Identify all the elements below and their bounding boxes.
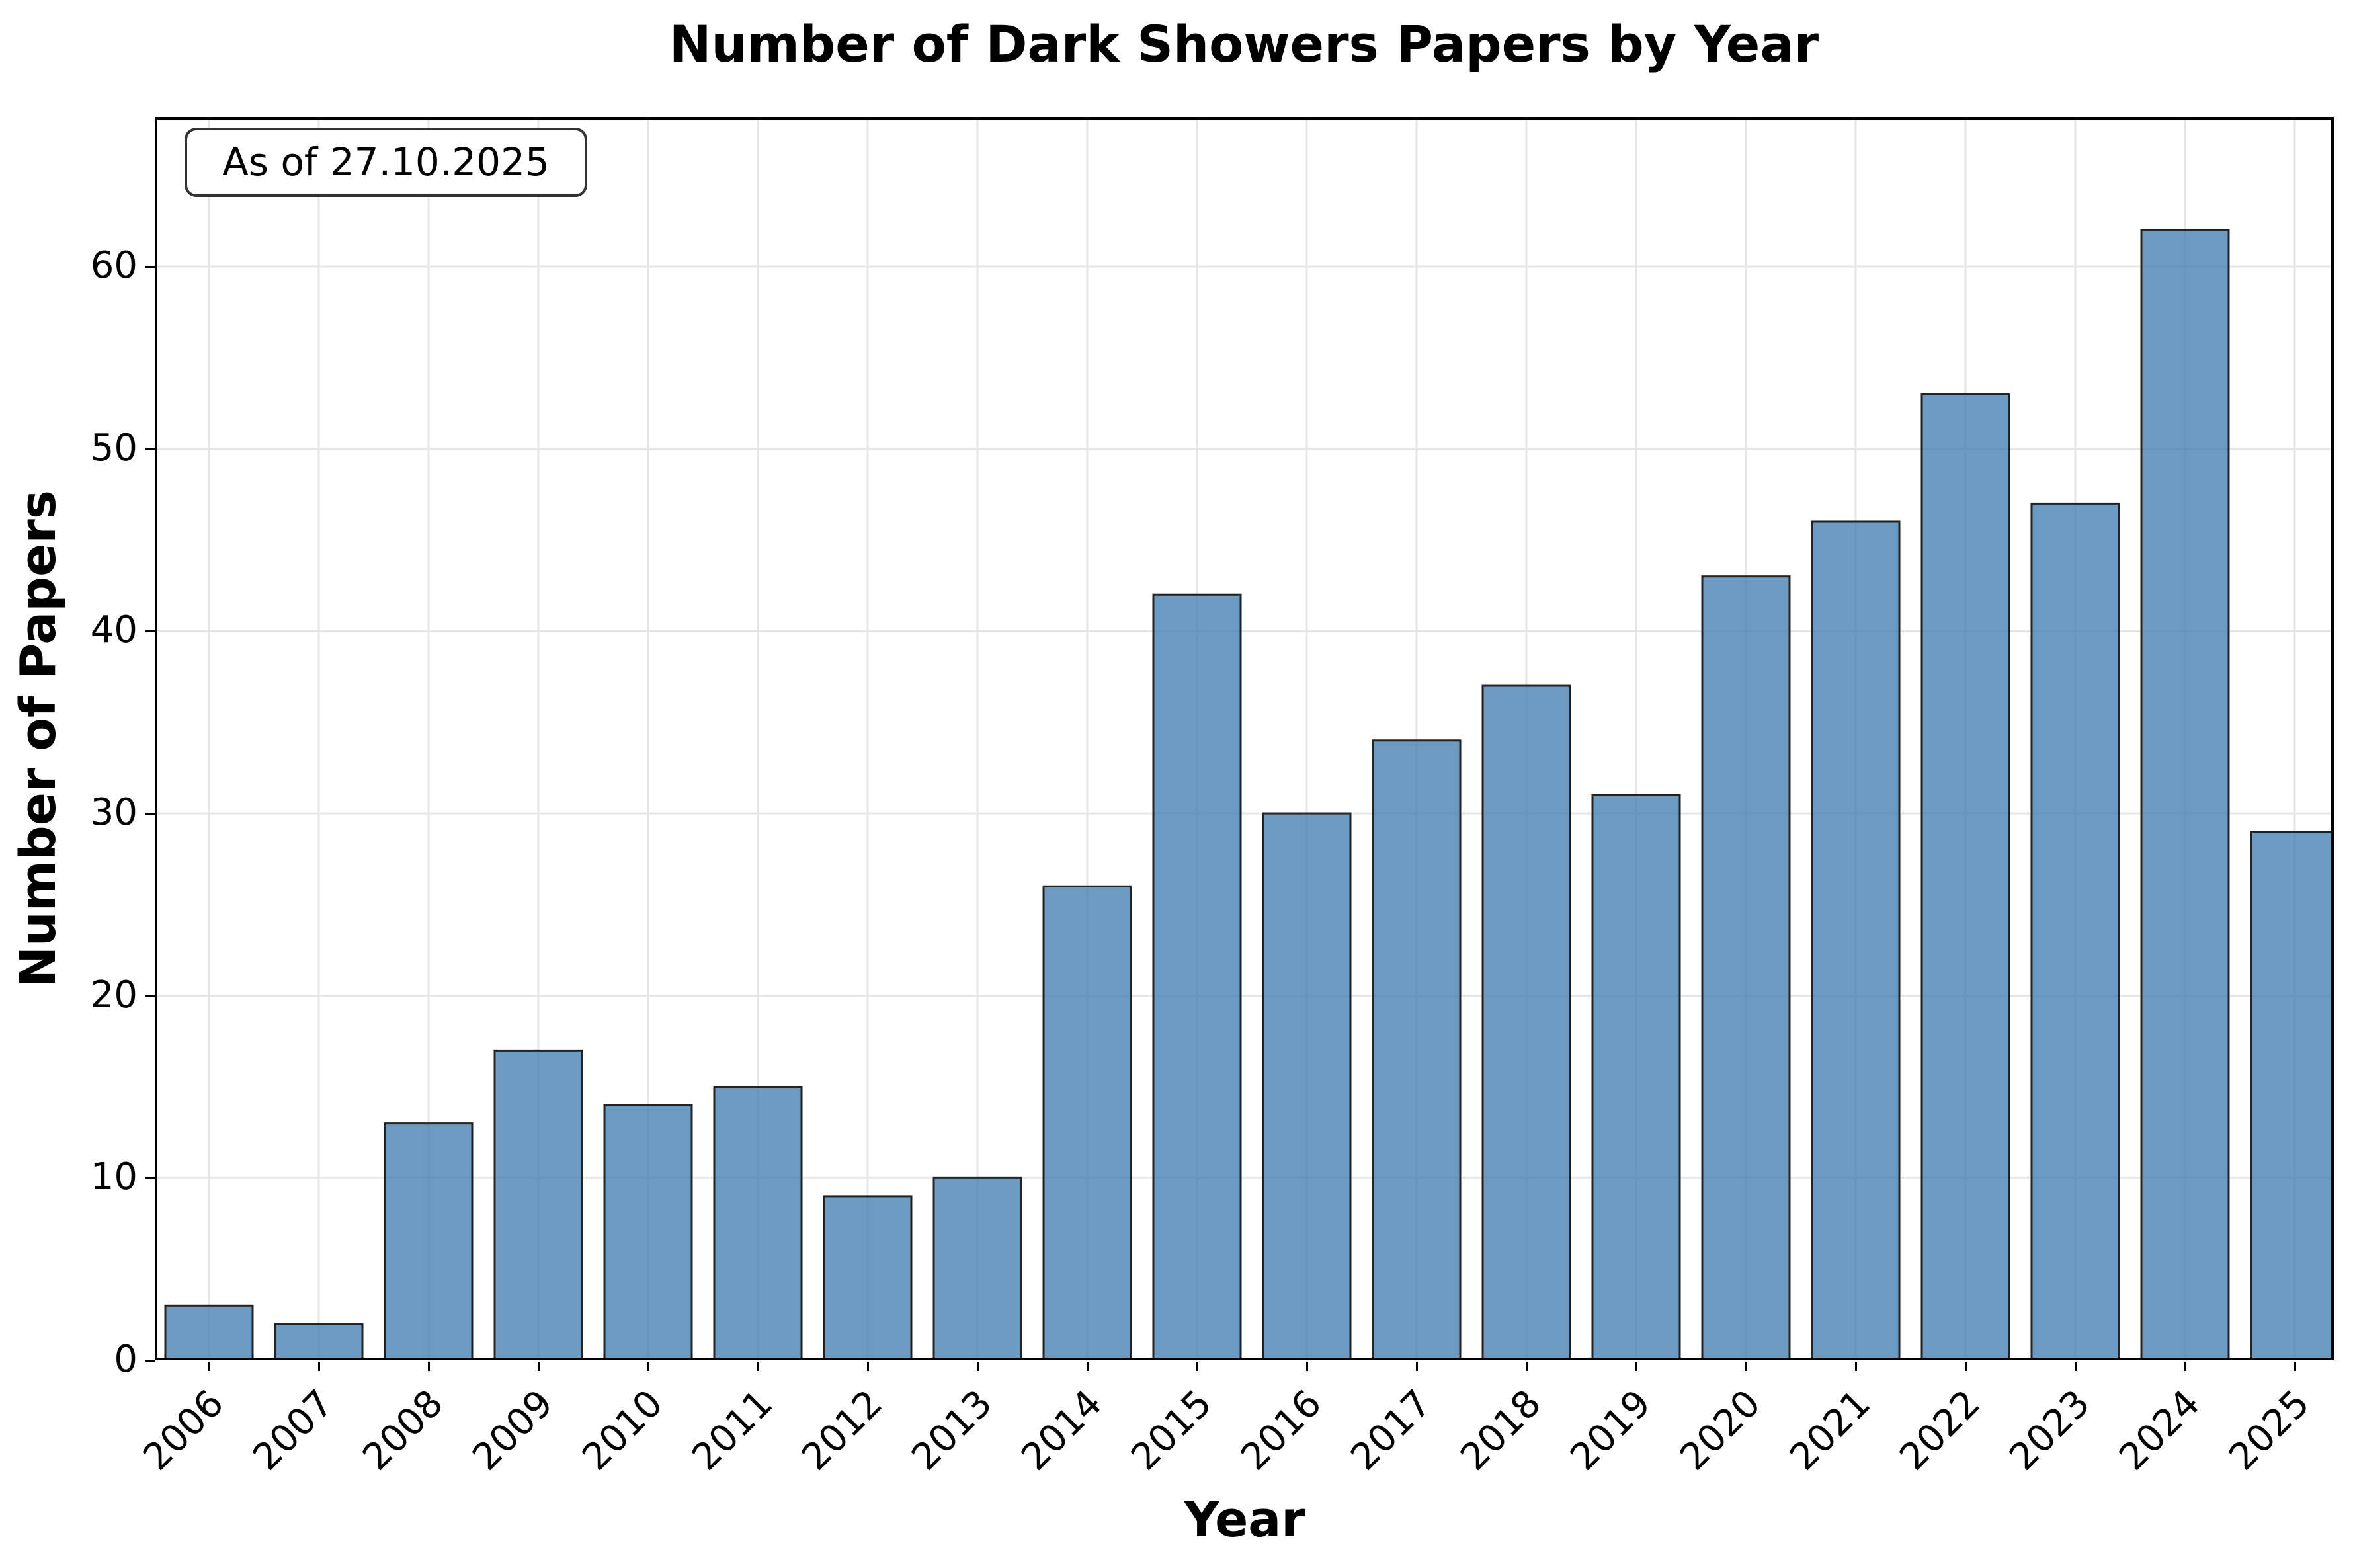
bar-2019 (1591, 794, 1681, 1358)
y-tick-label: 50 (90, 426, 138, 470)
x-tick-mark (2293, 1362, 2296, 1371)
bar-2012 (823, 1195, 913, 1358)
x-tick-mark (1964, 1362, 1967, 1371)
plot-area (155, 117, 2334, 1360)
y-tick-label: 10 (90, 1155, 138, 1199)
x-tick-mark (647, 1362, 649, 1371)
x-tick-mark (1745, 1362, 1747, 1371)
bar-2011 (713, 1086, 803, 1358)
x-tick-mark (537, 1362, 540, 1371)
x-tick-label: 2022 (1891, 1382, 1989, 1479)
bar-2008 (384, 1122, 474, 1358)
x-tick-mark (208, 1362, 210, 1371)
y-axis-label: Number of Papers (10, 490, 67, 987)
x-axis-label: Year (1184, 1491, 1305, 1548)
x-tick-mark (1305, 1362, 1308, 1371)
x-tick-label: 2011 (684, 1382, 781, 1479)
x-tick-mark (757, 1362, 759, 1371)
bar-2017 (1372, 739, 1462, 1358)
x-tick-label: 2010 (574, 1382, 671, 1479)
y-tick-mark (145, 995, 155, 997)
x-tick-mark (1086, 1362, 1089, 1371)
x-tick-label: 2006 (135, 1382, 232, 1479)
x-tick-label: 2014 (1013, 1382, 1110, 1479)
y-tick-label: 40 (90, 608, 138, 652)
x-tick-label: 2007 (245, 1382, 342, 1479)
bar-2020 (1701, 575, 1791, 1358)
date-annotation: As of 27.10.2025 (185, 128, 587, 197)
bar-2016 (1262, 812, 1352, 1358)
x-tick-label: 2008 (354, 1382, 452, 1479)
y-tick-label: 60 (90, 244, 138, 288)
x-tick-mark (2074, 1362, 2077, 1371)
y-tick-label: 30 (90, 791, 138, 835)
y-tick-mark (145, 1176, 155, 1179)
bar-2014 (1042, 885, 1132, 1358)
bar-2013 (932, 1176, 1022, 1358)
x-tick-label: 2025 (2221, 1382, 2318, 1479)
x-tick-label: 2012 (794, 1382, 891, 1479)
bar-2010 (603, 1104, 693, 1358)
x-tick-label: 2018 (1452, 1382, 1549, 1479)
bar-2024 (2140, 229, 2230, 1358)
bar-2009 (493, 1049, 583, 1358)
x-tick-mark (1525, 1362, 1528, 1371)
x-tick-label: 2016 (1233, 1382, 1330, 1479)
chart-title: Number of Dark Showers Papers by Year (669, 15, 1819, 73)
x-tick-label: 2020 (1672, 1382, 1769, 1479)
bar-2025 (2250, 831, 2331, 1358)
x-tick-label: 2024 (2111, 1382, 2208, 1479)
x-tick-label: 2019 (1562, 1382, 1659, 1479)
x-tick-label: 2017 (1342, 1382, 1440, 1479)
x-tick-mark (2184, 1362, 2186, 1371)
x-tick-mark (317, 1362, 320, 1371)
x-tick-label: 2009 (464, 1382, 561, 1479)
x-tick-mark (1854, 1362, 1857, 1371)
x-tick-label: 2015 (1123, 1382, 1220, 1479)
bar-2021 (1811, 520, 1901, 1358)
y-tick-mark (145, 812, 155, 815)
x-tick-mark (427, 1362, 430, 1371)
x-tick-mark (976, 1362, 979, 1371)
x-tick-label: 2021 (1782, 1382, 1879, 1479)
x-tick-mark (1196, 1362, 1198, 1371)
bar-2006 (164, 1304, 254, 1358)
x-tick-mark (866, 1362, 869, 1371)
bar-2023 (2030, 502, 2120, 1358)
y-tick-label: 20 (90, 973, 138, 1016)
y-tick-mark (145, 265, 155, 268)
y-tick-mark (145, 1359, 155, 1362)
y-tick-mark (145, 448, 155, 450)
x-tick-label: 2013 (903, 1382, 1001, 1479)
bar-2018 (1481, 684, 1571, 1358)
y-tick-label: 0 (114, 1338, 138, 1381)
x-tick-mark (1635, 1362, 1637, 1371)
x-tick-label: 2023 (2001, 1382, 2098, 1479)
x-tick-mark (1415, 1362, 1418, 1371)
bar-2007 (274, 1323, 364, 1358)
y-tick-mark (145, 630, 155, 632)
bar-2015 (1152, 593, 1242, 1358)
bar-chart-canvas (157, 120, 2331, 1358)
bar-2022 (1920, 393, 2010, 1358)
